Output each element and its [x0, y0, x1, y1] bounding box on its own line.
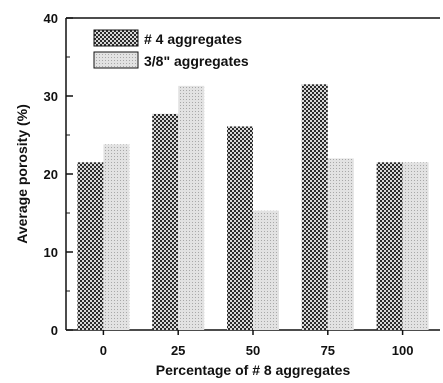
- legend-label-4-aggregates: # 4 aggregates: [144, 31, 242, 47]
- bar-3-8-aggregates-75: [327, 158, 354, 330]
- y-tick-label: 20: [44, 167, 58, 182]
- bar-3-8-aggregates-50: [253, 210, 279, 330]
- bar-no4-aggregates-25: [152, 113, 179, 330]
- bar-no4-aggregates-50: [227, 126, 253, 330]
- x-tick-label: 25: [171, 343, 185, 358]
- bar-no4-aggregates-0: [77, 162, 104, 330]
- y-tick-label: 30: [44, 89, 58, 104]
- y-tick-label: 10: [44, 245, 58, 260]
- legend: # 4 aggregates 3/8" aggregates: [93, 29, 249, 69]
- legend-swatch-3-8-aggregates: [93, 51, 139, 69]
- legend-label-3-8-aggregates: 3/8" aggregates: [144, 53, 249, 69]
- bar-no4-aggregates-75: [301, 84, 328, 330]
- bar-3-8-aggregates-100: [402, 162, 429, 330]
- x-tick-label: 100: [392, 343, 414, 358]
- y-tick-label: 0: [51, 323, 58, 338]
- bar-3-8-aggregates-25: [178, 85, 205, 330]
- y-tick-label: 40: [44, 11, 58, 26]
- x-tick-label: 0: [100, 343, 107, 358]
- bar-series: [77, 84, 429, 330]
- legend-swatch-4-aggregates: [93, 29, 139, 47]
- y-axis-ticks: 0 10 20 30 40: [44, 11, 73, 338]
- x-axis-ticks: 0 25 50 75 100: [100, 330, 414, 358]
- x-tick-label: 50: [246, 343, 260, 358]
- x-tick-label: 75: [321, 343, 335, 358]
- y-axis-label: Average porosity (%): [14, 104, 30, 244]
- x-axis-label: Percentage of # 8 aggregates: [156, 362, 351, 378]
- bar-no4-aggregates-100: [376, 162, 403, 330]
- bar-3-8-aggregates-0: [103, 144, 130, 330]
